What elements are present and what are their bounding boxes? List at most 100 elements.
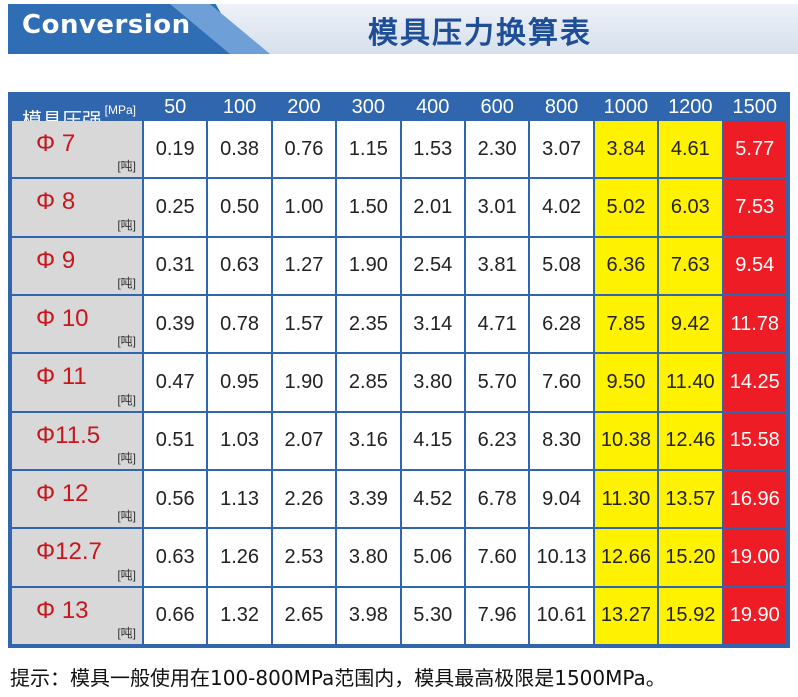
table-cell: 15.92 xyxy=(659,587,722,644)
table-cell: 0.76 xyxy=(272,121,336,178)
table-cell: 5.70 xyxy=(465,354,529,411)
table-cell: 3.80 xyxy=(337,529,400,586)
table-header-row: 模具压强 [MPa] 50100200300400600800100012001… xyxy=(12,96,786,132)
tonnage-unit: [吨] xyxy=(117,334,136,349)
table-cell: 3.39 xyxy=(337,470,400,528)
column-header: 200 xyxy=(272,96,336,119)
table-cell: 7.53 xyxy=(723,179,786,236)
table-cell: 0.63 xyxy=(208,237,271,294)
row-header: Φ 9 [吨] xyxy=(12,237,142,294)
table-cell: 2.35 xyxy=(337,295,400,353)
table-row: Φ 11 [吨] 0.47 0.95 1.90 2.85 3.80 5.70 7.60 9.50 1… xyxy=(12,354,786,411)
table-cell: 7.60 xyxy=(465,529,529,586)
table-row: Φ 9 [吨] 0.31 0.63 1.27 1.90 2.54 3.81 5.08 6.36 7.… xyxy=(12,237,786,294)
diameter-label: Φ 13 xyxy=(36,596,89,624)
table-cell: 10.13 xyxy=(530,529,593,586)
column-header: 400 xyxy=(401,96,464,119)
footer-note: 提示：模具一般使用在100-800MPa范围内，模具最高极限是1500MPa。 xyxy=(10,666,666,690)
table-cell: 3.07 xyxy=(530,121,593,178)
tonnage-unit: [吨] xyxy=(117,159,136,174)
table-cell: 6.78 xyxy=(465,470,529,528)
table-cell: 0.95 xyxy=(208,354,271,411)
column-header: 1200 xyxy=(659,96,722,119)
table-row: Φ 8 [吨] 0.25 0.50 1.00 1.50 2.01 3.01 4.02 5.02 6.… xyxy=(12,179,786,236)
diameter-label: Φ 12 xyxy=(36,479,89,507)
table-cell: 5.30 xyxy=(401,587,464,644)
table-cell: 19.00 xyxy=(723,529,786,586)
table-cell: 13.57 xyxy=(659,470,722,528)
table-cell: 1.32 xyxy=(208,587,271,644)
diameter-label: Φ 11 xyxy=(36,363,87,391)
table-cell: 4.71 xyxy=(465,295,529,353)
table-cell: 0.51 xyxy=(144,412,207,469)
diameter-label: Φ11.5 xyxy=(36,421,101,449)
table-cell: 0.78 xyxy=(208,295,271,353)
table-cell: 1.57 xyxy=(272,295,336,353)
table-cell: 3.84 xyxy=(594,121,658,178)
diameter-label: Φ 8 xyxy=(36,188,76,216)
diameter-label: Φ 9 xyxy=(36,246,76,274)
table-cell: 1.00 xyxy=(272,179,336,236)
table-cell: 0.31 xyxy=(144,237,207,294)
table-cell: 11.40 xyxy=(659,354,722,411)
table-cell: 1.53 xyxy=(401,121,464,178)
table-cell: 5.08 xyxy=(530,237,593,294)
table-cell: 2.30 xyxy=(465,121,529,178)
table-cell: 2.01 xyxy=(401,179,464,236)
table-row: Φ 10 [吨] 0.39 0.78 1.57 2.35 3.14 4.71 6.28 7.85 9… xyxy=(12,295,786,353)
tonnage-unit: [吨] xyxy=(117,567,136,582)
tonnage-unit: [吨] xyxy=(117,217,136,232)
table-cell: 7.96 xyxy=(465,587,529,644)
conversion-table-frame: 模具压强 [MPa] 50100200300400600800100012001… xyxy=(8,92,790,648)
column-header: 300 xyxy=(337,96,400,119)
row-header: Φ 10 [吨] xyxy=(12,295,142,353)
table-cell: 0.66 xyxy=(144,587,207,644)
column-header: 50 xyxy=(144,96,207,119)
table-cell: 2.07 xyxy=(272,412,336,469)
table-cell: 1.90 xyxy=(272,354,336,411)
column-header: 1500 xyxy=(723,96,786,119)
row-header: Φ 11 [吨] xyxy=(12,354,142,411)
table-cell: 9.50 xyxy=(594,354,658,411)
table-row: Φ 7 [吨] 0.19 0.38 0.76 1.15 1.53 2.30 3.07 3.84 4.… xyxy=(12,121,786,178)
table-cell: 19.90 xyxy=(723,587,786,644)
table-cell: 0.47 xyxy=(144,354,207,411)
table-cell: 15.20 xyxy=(659,529,722,586)
table-cell: 0.63 xyxy=(144,529,207,586)
table-cell: 4.15 xyxy=(401,412,464,469)
table-cell: 1.50 xyxy=(337,179,400,236)
diameter-label: Φ 10 xyxy=(36,304,89,332)
table-cell: 2.85 xyxy=(337,354,400,411)
row-header: Φ12.7 [吨] xyxy=(12,529,142,586)
table-cell: 3.80 xyxy=(401,354,464,411)
table-cell: 2.53 xyxy=(272,529,336,586)
page-title: 模具压力换算表 xyxy=(368,16,592,51)
table-cell: 1.13 xyxy=(208,470,271,528)
column-header: 1000 xyxy=(594,96,658,119)
column-header: 100 xyxy=(208,96,271,119)
table-cell: 3.98 xyxy=(337,587,400,644)
table-row: Φ 12 [吨] 0.56 1.13 2.26 3.39 4.52 6.78 9.04 11.30… xyxy=(12,470,786,528)
table-cell: 8.30 xyxy=(530,412,593,469)
table-cell: 5.77 xyxy=(723,121,786,178)
table-body: Φ 7 [吨] 0.19 0.38 0.76 1.15 1.53 2.30 3.07 3.84 4.… xyxy=(12,121,786,644)
table-cell: 12.46 xyxy=(659,412,722,469)
row-header: Φ11.5 [吨] xyxy=(12,412,142,469)
tonnage-unit: [吨] xyxy=(117,626,136,640)
header-banner: Conversion 模具压力换算表 xyxy=(0,0,798,58)
title-english: Conversion xyxy=(22,10,191,40)
tonnage-unit: [吨] xyxy=(117,275,136,290)
table-cell: 10.38 xyxy=(594,412,658,469)
table-cell: 13.27 xyxy=(594,587,658,644)
table-cell: 9.54 xyxy=(723,237,786,294)
table-row: Φ11.5 [吨] 0.51 1.03 2.07 3.16 4.15 6.23 8.30 10.3… xyxy=(12,412,786,469)
conversion-table: 模具压强 [MPa] 50100200300400600800100012001… xyxy=(10,94,788,646)
table-cell: 0.19 xyxy=(144,121,207,178)
table-cell: 0.25 xyxy=(144,179,207,236)
table-cell: 7.63 xyxy=(659,237,722,294)
table-cell: 9.04 xyxy=(530,470,593,528)
table-cell: 10.61 xyxy=(530,587,593,644)
diameter-label: Φ 7 xyxy=(36,130,76,157)
column-header: 600 xyxy=(465,96,529,119)
table-cell: 7.85 xyxy=(594,295,658,353)
